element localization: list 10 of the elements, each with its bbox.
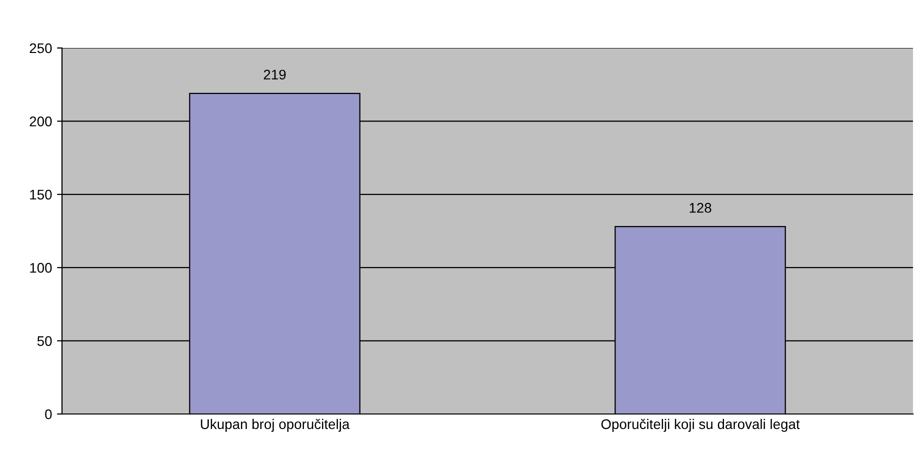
x-tick-label: Oporučitelji koji su darovali legat xyxy=(601,418,800,432)
y-tick-label: 100 xyxy=(30,262,52,273)
x-tick-label: Ukupan broj oporučitelja xyxy=(200,418,350,432)
y-tick-label: 150 xyxy=(30,190,52,200)
y-tick-label: 250 xyxy=(30,43,52,54)
data-label: 219 xyxy=(264,70,286,80)
y-tick-label: 0 xyxy=(45,409,52,420)
data-label: 128 xyxy=(690,202,712,213)
y-tick-label: 50 xyxy=(37,336,52,346)
y-tick-label: 200 xyxy=(30,116,52,126)
